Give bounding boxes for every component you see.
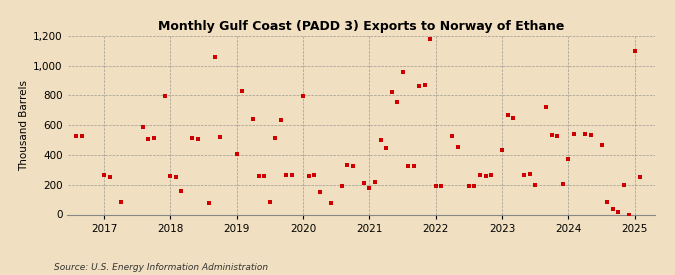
Point xyxy=(469,184,480,188)
Point xyxy=(397,70,408,75)
Point xyxy=(171,175,182,179)
Point xyxy=(325,201,336,205)
Point xyxy=(287,173,298,177)
Point xyxy=(71,134,82,138)
Title: Monthly Gulf Coast (PADD 3) Exports to Norway of Ethane: Monthly Gulf Coast (PADD 3) Exports to N… xyxy=(158,20,564,33)
Point xyxy=(563,157,574,161)
Point xyxy=(475,173,485,178)
Point xyxy=(425,37,435,42)
Point xyxy=(336,183,347,188)
Point xyxy=(143,136,154,141)
Point xyxy=(408,164,419,168)
Point xyxy=(502,112,513,117)
Point xyxy=(215,135,225,139)
Point xyxy=(419,83,430,87)
Point xyxy=(137,124,148,129)
Point xyxy=(585,133,596,137)
Point xyxy=(342,163,353,167)
Point xyxy=(552,134,563,138)
Point xyxy=(259,174,270,178)
Point xyxy=(104,174,115,179)
Point xyxy=(447,134,458,139)
Point xyxy=(192,136,203,141)
Point xyxy=(580,132,591,137)
Point xyxy=(386,90,397,94)
Point xyxy=(148,136,159,141)
Point xyxy=(248,116,259,121)
Point xyxy=(159,94,170,98)
Text: Source: U.S. Energy Information Administration: Source: U.S. Energy Information Administ… xyxy=(54,263,268,272)
Point xyxy=(369,180,380,184)
Point xyxy=(608,207,618,211)
Point xyxy=(232,152,242,156)
Point xyxy=(76,134,87,139)
Point xyxy=(624,212,634,217)
Point xyxy=(635,175,646,180)
Point xyxy=(315,190,325,194)
Point xyxy=(630,48,641,53)
Point xyxy=(524,172,535,177)
Point xyxy=(403,164,414,168)
Point xyxy=(209,55,220,60)
Point xyxy=(204,200,215,205)
Point xyxy=(414,84,425,88)
Point xyxy=(618,183,629,187)
Point xyxy=(436,184,447,188)
Point xyxy=(275,117,286,122)
Point xyxy=(375,138,386,142)
Point xyxy=(485,173,496,177)
Point xyxy=(497,148,508,153)
Point xyxy=(253,174,264,178)
Point xyxy=(270,136,281,141)
Point xyxy=(298,94,308,98)
Point xyxy=(281,173,292,178)
Point xyxy=(431,184,441,188)
Point xyxy=(519,173,530,178)
Point xyxy=(602,199,613,204)
Point xyxy=(237,89,248,93)
Point xyxy=(464,184,475,188)
Point xyxy=(613,210,624,214)
Point xyxy=(115,200,126,204)
Point xyxy=(358,181,369,185)
Point xyxy=(558,182,568,186)
Point xyxy=(547,132,558,137)
Point xyxy=(508,116,518,120)
Point xyxy=(265,200,275,204)
Point xyxy=(348,164,358,169)
Point xyxy=(187,136,198,140)
Point xyxy=(381,146,392,150)
Point xyxy=(568,132,579,137)
Point xyxy=(303,174,314,178)
Point xyxy=(596,143,607,147)
Point xyxy=(364,185,375,190)
Point xyxy=(452,145,463,150)
Point xyxy=(308,173,319,177)
Y-axis label: Thousand Barrels: Thousand Barrels xyxy=(19,80,29,170)
Point xyxy=(99,173,109,178)
Point xyxy=(541,105,551,109)
Point xyxy=(165,174,176,178)
Point xyxy=(530,183,541,188)
Point xyxy=(392,100,402,104)
Point xyxy=(480,174,491,178)
Point xyxy=(176,189,187,193)
